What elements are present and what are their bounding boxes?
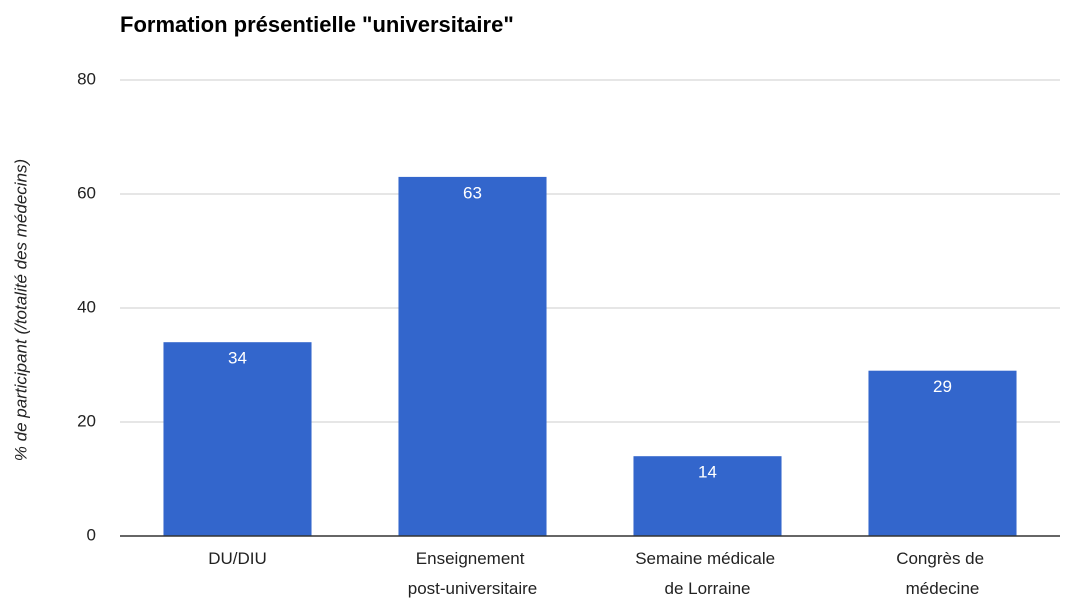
bar — [633, 456, 782, 536]
y-axis-label: % de participant (/totalité des médecins… — [11, 159, 30, 461]
y-tick-label: 20 — [77, 411, 96, 430]
y-tick-label: 40 — [77, 297, 96, 316]
x-tick-label: Semaine médicale de Lorraine — [635, 549, 780, 598]
x-tick-label: DU/DIU — [208, 549, 267, 568]
chart-title: Formation présentielle "universitaire" — [120, 12, 514, 37]
value-label: 14 — [698, 463, 717, 482]
x-tick-label: Enseignement post-universitaire — [408, 549, 537, 598]
bar — [398, 176, 547, 536]
y-tick-label: 60 — [77, 183, 96, 202]
value-label: 63 — [463, 183, 482, 202]
x-tick-label: Congrès de médecine — [896, 549, 989, 598]
bar — [868, 370, 1017, 536]
value-label: 34 — [228, 349, 247, 368]
y-tick-label: 0 — [87, 525, 96, 544]
value-label: 29 — [933, 377, 952, 396]
y-tick-label: 80 — [77, 69, 96, 88]
bar — [163, 342, 312, 536]
